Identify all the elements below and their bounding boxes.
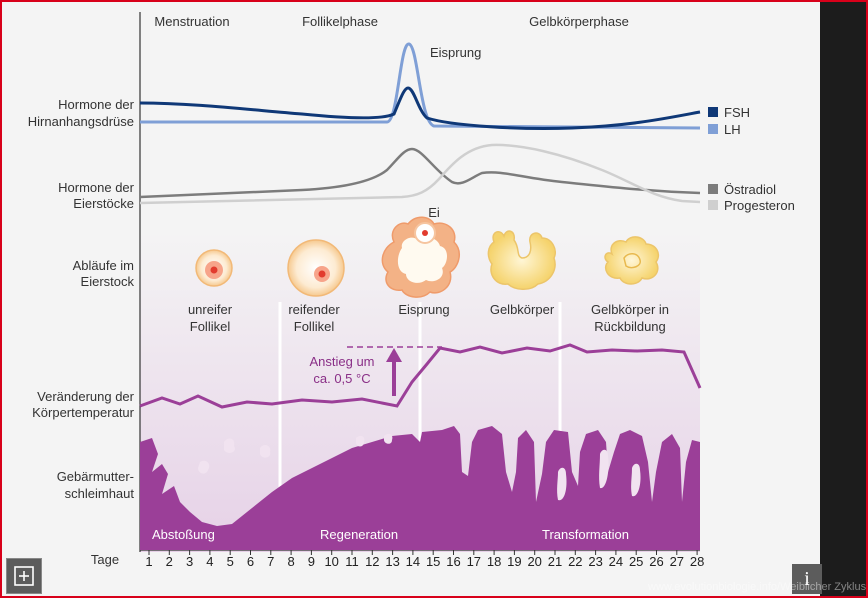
stage-rueckbildung-1: Gelbkörper in: [591, 302, 669, 317]
x-tick-label-day-23: 23: [588, 554, 602, 569]
anstieg-label-2: ca. 0,5 °C: [313, 371, 370, 386]
right-sidebar: [820, 2, 866, 596]
expand-icon: [14, 566, 34, 586]
oestradiol-curve: [139, 147, 701, 199]
endo-abstossung-label: Abstoßung: [152, 527, 215, 542]
x-tick-label-day-2: 2: [166, 554, 173, 569]
x-tick-label-day-10: 10: [324, 554, 338, 569]
legend-lh: LH: [724, 122, 741, 137]
progesteron-curve: [139, 143, 701, 205]
follicle-reifend-illustration: [287, 239, 345, 297]
eisprung-peak-label: Eisprung: [430, 45, 481, 60]
row-label-eier-1: Hormone der: [58, 180, 135, 195]
row-label-temp-2: Körpertemperatur: [32, 405, 135, 420]
legend-fsh: FSH: [724, 105, 750, 120]
x-tick-label-day-25: 25: [629, 554, 643, 569]
x-tick-label-day-4: 4: [206, 554, 213, 569]
eisprung-illustration: [381, 216, 460, 298]
fsh-curve: [139, 86, 701, 131]
row-label-temp-1: Veränderung der: [37, 389, 135, 404]
row-label-hirn-1: Hormone der: [58, 97, 135, 112]
row-label-eier-2: Eierstöcke: [73, 196, 134, 211]
phase-follikel: Follikelphase: [302, 14, 378, 29]
x-tick-label-day-18: 18: [487, 554, 501, 569]
follicle-unreif-illustration: [195, 249, 233, 287]
x-tick-label-day-1: 1: [145, 554, 152, 569]
endo-transformation-label: Transformation: [542, 527, 629, 542]
stage-reifend-1: reifender: [288, 302, 340, 317]
x-tick-label-day-11: 11: [345, 554, 359, 569]
menstrual-cycle-diagram: 1 2 3 4 5 6 7 8 9 10 11 12 13 14 15 16 17 18 19 20 21 22 23 24 2…: [28, 12, 795, 569]
stage-rueckbildung-2: Rückbildung: [594, 319, 666, 334]
x-tick-label-day-27: 27: [670, 554, 684, 569]
stage-reifend-2: Follikel: [294, 319, 335, 334]
row-label-schleim-2: schleimhaut: [65, 486, 135, 501]
legend-swatch-progesteron: [708, 200, 718, 210]
phase-gelbkoerper: Gelbkörperphase: [529, 14, 629, 29]
x-tick-label-day-28: 28: [690, 554, 704, 569]
days-axis-label: Tage: [91, 552, 119, 567]
endometrium-illustration: [140, 426, 700, 550]
stage-eisprung: Eisprung: [398, 302, 449, 317]
legend-swatch-lh: [708, 124, 718, 134]
stage-unreif-2: Follikel: [190, 319, 231, 334]
gelbkoerper-rueckbildung-illustration: [604, 236, 660, 285]
phase-menstruation: Menstruation: [154, 14, 229, 29]
hormone-curves: [139, 42, 701, 205]
endo-regeneration-label: Regeneration: [320, 527, 398, 542]
legend: FSH LH Östradiol Progesteron: [708, 105, 795, 213]
x-tick-label-day-3: 3: [186, 554, 193, 569]
x-axis-ticks: 1 2 3 4 5 6 7 8 9 10 11 12 13 14 15 16 17 18 19 20 21 22 23 24 2…: [145, 550, 704, 569]
row-label-schleim-1: Gebärmutter-: [57, 469, 134, 484]
x-tick-label-day-9: 9: [308, 554, 315, 569]
x-tick-label-day-24: 24: [609, 554, 623, 569]
x-tick-label-day-20: 20: [527, 554, 541, 569]
stage-unreif-1: unreifer: [188, 302, 233, 317]
x-tick-label-day-14: 14: [406, 554, 420, 569]
x-tick-label-day-7: 7: [267, 554, 274, 569]
ei-label: Ei: [428, 205, 440, 220]
x-tick-label-day-16: 16: [446, 554, 460, 569]
gelbkoerper-illustration: [487, 230, 556, 290]
info-icon: i: [804, 568, 810, 590]
info-button[interactable]: i: [792, 564, 822, 594]
legend-swatch-oestradiol: [708, 184, 718, 194]
x-tick-label-day-21: 21: [548, 554, 562, 569]
anstieg-label-1: Anstieg um: [309, 354, 374, 369]
temperature-rise-arrow: [386, 348, 402, 396]
legend-swatch-fsh: [708, 107, 718, 117]
x-tick-label-day-17: 17: [467, 554, 481, 569]
row-label-ablaeufe-1: Abläufe im: [73, 258, 134, 273]
stage-gelbkoerper: Gelbkörper: [490, 302, 555, 317]
x-tick-label-day-22: 22: [568, 554, 582, 569]
lh-curve: [140, 42, 701, 130]
expand-button[interactable]: [6, 558, 42, 594]
x-tick-label-day-26: 26: [649, 554, 663, 569]
x-tick-label-day-12: 12: [365, 554, 379, 569]
x-tick-label-day-15: 15: [426, 554, 440, 569]
watermark-text: www.evolutionbiologie.info/Weiblicher Zy…: [648, 581, 866, 593]
row-label-hirn-2: Hirnanhangsdrüse: [28, 114, 134, 129]
x-tick-label-day-6: 6: [247, 554, 254, 569]
row-label-ablaeufe-2: Eierstock: [81, 274, 135, 289]
legend-oestradiol: Östradiol: [724, 182, 776, 197]
legend-progesteron: Progesteron: [724, 198, 795, 213]
x-tick-label-day-5: 5: [227, 554, 234, 569]
diagram-stage: 1 2 3 4 5 6 7 8 9 10 11 12 13 14 15 16 17 18 19 20 21 22 23 24 2…: [2, 2, 820, 596]
x-tick-label-day-19: 19: [507, 554, 521, 569]
x-tick-label-day-13: 13: [385, 554, 399, 569]
temperature-curve: [139, 343, 702, 409]
x-tick-label-day-8: 8: [287, 554, 294, 569]
